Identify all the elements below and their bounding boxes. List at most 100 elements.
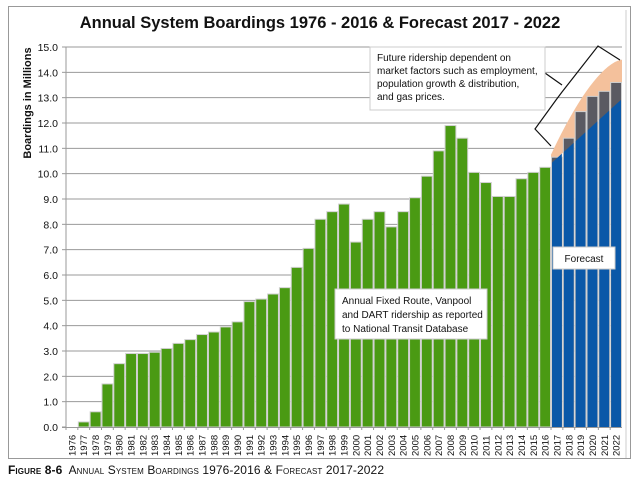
x-tick-label: 1981 (127, 435, 138, 456)
bar-1990 (231, 321, 244, 428)
x-tick-label: 1984 (162, 435, 173, 456)
y-tick-label: 13.0 (38, 93, 59, 105)
x-tick-label: 1982 (138, 435, 149, 456)
x-tick-label: 2001 (363, 435, 374, 456)
y-tick-label: 9.0 (43, 194, 58, 206)
history-note-callout: Annual Fixed Route, Vanpool and DART rid… (334, 288, 488, 340)
x-tick-label: 2016 (541, 435, 552, 456)
x-tick-label: 2006 (422, 435, 433, 456)
history-note-line: to National Transit Database (342, 324, 469, 335)
x-tick-label: 2009 (458, 435, 469, 456)
y-tick-label: 4.0 (43, 321, 58, 333)
bar-1988 (207, 331, 220, 428)
bar-2013 (503, 195, 516, 428)
svg-text:Future ridership dependent on: Future ridership dependent on market fac… (377, 53, 540, 103)
history-note-line: Annual Fixed Route, Vanpool (342, 296, 471, 307)
x-tick-label: 2019 (576, 435, 587, 456)
bar-1984 (160, 347, 173, 428)
forecast-low-2022 (611, 99, 621, 427)
y-tick-label: 1.0 (43, 397, 58, 409)
y-tick-label: 8.0 (43, 219, 58, 231)
forecast-brace (534, 45, 621, 147)
x-tick-label: 1998 (328, 435, 339, 456)
figure-caption: Figure 8-6 Annual System Boardings 1976-… (8, 463, 384, 477)
x-tick-label: 1996 (304, 435, 315, 456)
x-tick-label: 2021 (600, 435, 611, 456)
bar-2014 (515, 178, 528, 428)
x-tick-label: 1980 (115, 435, 126, 456)
x-tick-label: 2014 (517, 435, 528, 456)
x-tick-label: 1990 (233, 435, 244, 456)
y-tick-label: 14.0 (38, 67, 59, 79)
y-tick-label: 3.0 (43, 346, 58, 358)
figure-number: Figure 8-6 (8, 463, 63, 477)
y-tick-label: 2.0 (43, 371, 58, 383)
x-tick-label: 1997 (316, 435, 327, 456)
forecast-low-2019 (575, 132, 586, 427)
chart: Annual System Boardings 1976 - 2016 & Fo… (8, 6, 631, 459)
x-tick-label: 1992 (257, 435, 268, 456)
x-tick-label: 1995 (292, 435, 303, 456)
x-tick-label: 2008 (446, 435, 457, 456)
bar-1979 (101, 383, 114, 428)
bar-1989 (219, 326, 232, 428)
bar-1978 (89, 411, 102, 428)
bar-1991 (243, 301, 256, 428)
x-tick-label: 2018 (564, 435, 575, 456)
x-tick-label: 2010 (470, 435, 481, 456)
figure-caption-text: Annual System Boardings 1976-2016 & Fore… (68, 463, 385, 477)
x-tick-label: 1979 (103, 435, 114, 456)
y-tick-label: 12.0 (38, 118, 59, 130)
future-note-line: Future ridership dependent on (377, 53, 511, 64)
bar-1997 (314, 218, 327, 428)
x-tick-label: 1985 (174, 435, 185, 456)
forecast-label: Forecast (565, 254, 604, 265)
x-tick-label: 2003 (387, 435, 398, 456)
x-tick-label: 1977 (79, 435, 90, 456)
y-tick-label: 0.0 (43, 422, 58, 434)
x-tick-label: 2022 (612, 435, 623, 456)
x-tick-label: 1978 (91, 435, 102, 456)
x-tick-label: 2002 (375, 435, 386, 456)
bar-1980 (113, 363, 126, 428)
x-tick-label: 1988 (209, 435, 220, 456)
x-tick-label: 1986 (186, 435, 197, 456)
x-tick-label: 1976 (67, 435, 78, 456)
future-note-callout: Future ridership dependent on market fac… (369, 46, 546, 111)
y-tick-label: 6.0 (43, 270, 58, 282)
x-tick-label: 2017 (552, 435, 563, 456)
forecast-label-box: Forecast (552, 246, 616, 270)
bar-1994 (278, 287, 291, 428)
x-tick-label: 2011 (481, 436, 492, 456)
y-tick-label: 10.0 (38, 169, 59, 181)
bar-1983 (148, 351, 161, 428)
bar-1986 (184, 339, 197, 428)
x-tick-label: 2007 (434, 435, 445, 456)
x-tick-label: 1999 (340, 435, 351, 456)
x-tick-label: 2020 (588, 435, 599, 456)
bar-1981 (125, 353, 137, 428)
forecast-low-2020 (587, 121, 598, 427)
x-tick-label: 2000 (351, 435, 362, 456)
future-note-line: population growth & distribution, (377, 79, 519, 90)
bar-1977 (77, 421, 90, 428)
bar-2016 (539, 166, 552, 428)
y-tick-label: 7.0 (43, 245, 58, 257)
x-tick-label: 1989 (221, 435, 232, 456)
bar-1996 (302, 247, 315, 428)
future-note-line: and gas prices. (377, 92, 445, 103)
x-tick-label: 1994 (280, 435, 291, 456)
x-tick-label: 1987 (198, 435, 209, 456)
x-tick-label: 2005 (410, 435, 421, 456)
bar-1992 (255, 298, 268, 428)
bar-2012 (491, 195, 504, 428)
svg-text:Annual Fixed Route, Vanpool: Annual Fixed Route, Vanpool and DART rid… (342, 296, 486, 335)
y-tick-label: 5.0 (43, 295, 58, 307)
bar-1985 (172, 342, 185, 428)
forecast-low-2018 (563, 142, 574, 427)
y-tick-label: 15.0 (38, 42, 59, 54)
forecast-low-2017 (552, 153, 562, 427)
history-note-line: and DART ridership as reported (342, 310, 483, 321)
x-tick-label: 1993 (269, 435, 280, 456)
bar-2008 (444, 125, 457, 428)
